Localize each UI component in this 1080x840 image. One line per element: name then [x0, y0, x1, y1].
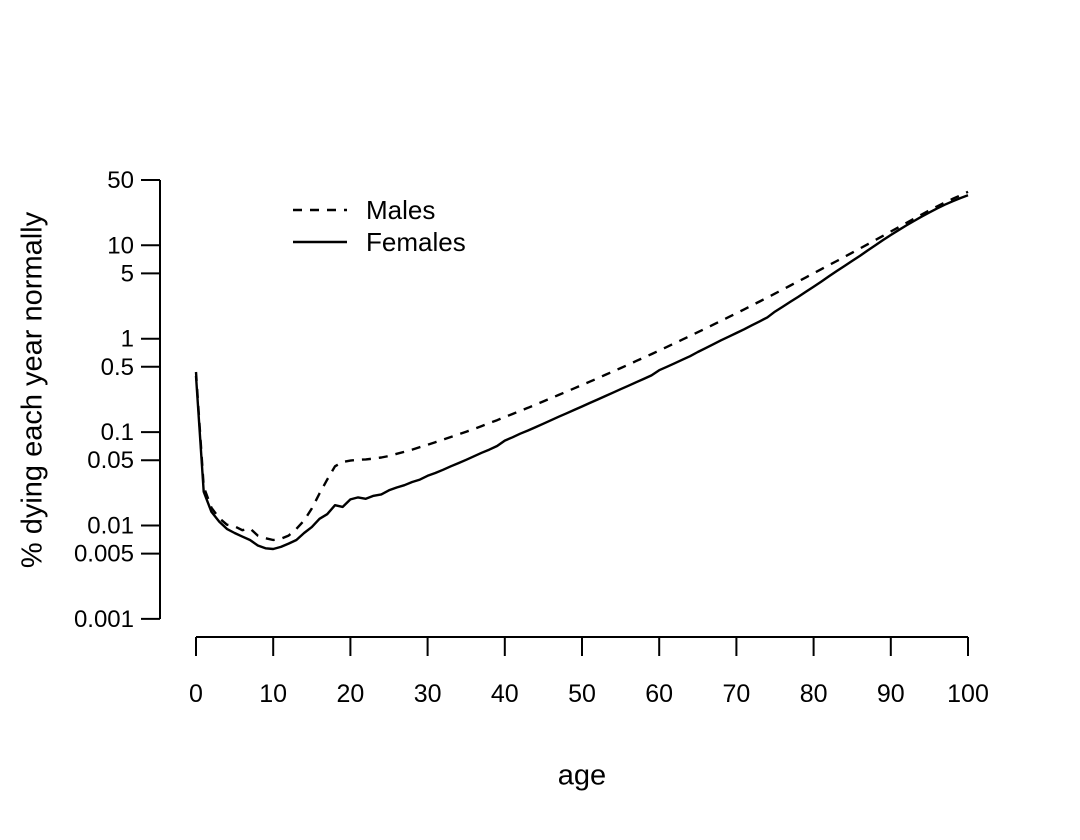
- y-tick-label: 0.005: [74, 541, 134, 568]
- x-axis: [195, 636, 969, 656]
- y-tick-label: 0.001: [74, 606, 134, 633]
- y-tick-label: 50: [107, 167, 134, 194]
- y-tick-label: 0.05: [87, 447, 134, 474]
- series-line-females: [194, 194, 969, 551]
- x-axis-title: age: [557, 759, 607, 792]
- legend-label-males: Males: [366, 195, 435, 225]
- x-tick-label: 50: [568, 680, 596, 708]
- x-tick-label: 0: [189, 680, 203, 708]
- y-tick-label: 0.5: [101, 354, 134, 381]
- x-tick-label: 20: [336, 680, 364, 708]
- x-tick-label: 80: [800, 680, 828, 708]
- x-tick-label: 10: [259, 680, 287, 708]
- series-line-males: [194, 190, 969, 542]
- y-tick-label: 1: [121, 326, 134, 353]
- x-tick-label: 30: [414, 680, 442, 708]
- y-tick-label: 0.01: [87, 513, 134, 540]
- x-tick-label: 60: [645, 680, 673, 708]
- x-tick-label: 40: [491, 680, 519, 708]
- y-tick-label: 5: [121, 260, 134, 287]
- y-tick-label: 10: [107, 232, 134, 259]
- legend-label-females: Females: [366, 227, 466, 257]
- y-axis: [141, 179, 161, 620]
- y-axis-title: % dying each year normally: [16, 211, 49, 569]
- y-tick-label: 0.1: [101, 419, 134, 446]
- x-tick-label: 70: [722, 680, 750, 708]
- x-tick-label: 100: [947, 680, 989, 708]
- x-tick-label: 90: [877, 680, 905, 708]
